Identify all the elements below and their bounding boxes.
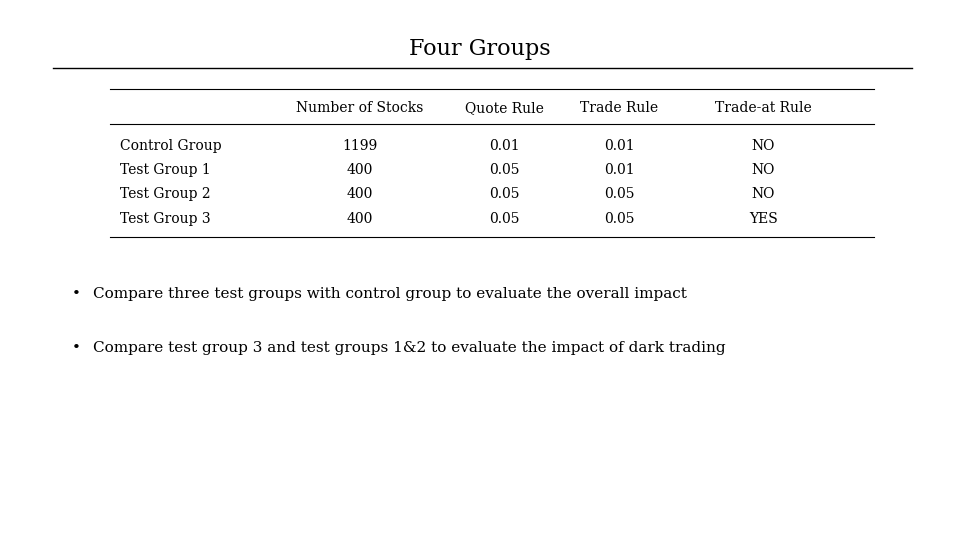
Text: YES: YES bbox=[749, 212, 778, 226]
Text: Number of Stocks: Number of Stocks bbox=[297, 101, 423, 115]
Text: Test Group 3: Test Group 3 bbox=[120, 212, 210, 226]
Text: Trade-at Rule: Trade-at Rule bbox=[715, 101, 811, 115]
Text: NO: NO bbox=[752, 139, 775, 153]
Text: Four Groups: Four Groups bbox=[409, 38, 551, 60]
Text: 0.01: 0.01 bbox=[489, 139, 519, 153]
Text: Control Group: Control Group bbox=[120, 139, 222, 153]
Text: 400: 400 bbox=[347, 187, 373, 201]
Text: 0.05: 0.05 bbox=[604, 187, 635, 201]
Text: 0.05: 0.05 bbox=[604, 212, 635, 226]
Text: NO: NO bbox=[752, 163, 775, 177]
Text: 0.05: 0.05 bbox=[489, 187, 519, 201]
Text: Test Group 2: Test Group 2 bbox=[120, 187, 210, 201]
Text: 1199: 1199 bbox=[343, 139, 377, 153]
Text: •: • bbox=[72, 287, 81, 301]
Text: 0.01: 0.01 bbox=[604, 139, 635, 153]
Text: 0.05: 0.05 bbox=[489, 163, 519, 177]
Text: •: • bbox=[72, 341, 81, 355]
Text: 0.01: 0.01 bbox=[604, 163, 635, 177]
Text: Trade Rule: Trade Rule bbox=[580, 101, 659, 115]
Text: 400: 400 bbox=[347, 212, 373, 226]
Text: Compare test group 3 and test groups 1&2 to evaluate the impact of dark trading: Compare test group 3 and test groups 1&2… bbox=[93, 341, 726, 355]
Text: Test Group 1: Test Group 1 bbox=[120, 163, 211, 177]
Text: Compare three test groups with control group to evaluate the overall impact: Compare three test groups with control g… bbox=[93, 287, 687, 301]
Text: NO: NO bbox=[752, 187, 775, 201]
Text: 400: 400 bbox=[347, 163, 373, 177]
Text: 0.05: 0.05 bbox=[489, 212, 519, 226]
Text: Quote Rule: Quote Rule bbox=[465, 101, 543, 115]
